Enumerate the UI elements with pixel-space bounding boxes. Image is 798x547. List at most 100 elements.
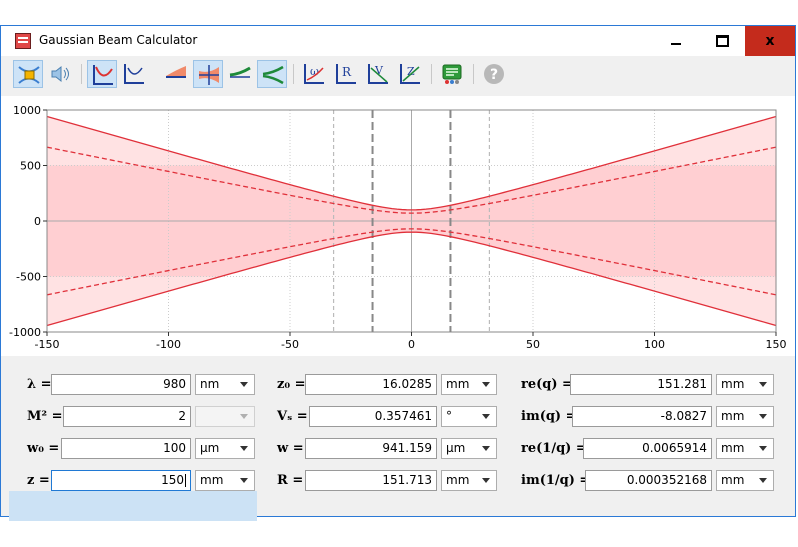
r-unit-select[interactable]: mm (441, 470, 497, 491)
lambda-label: λ = (27, 377, 52, 392)
y-tick-label: 1000 (13, 104, 41, 117)
plot-half-icon (166, 66, 186, 78)
beam-envelope-line (46, 231, 777, 327)
z0-output[interactable]: 16.0285 (305, 374, 437, 395)
plot-half-button[interactable] (161, 60, 191, 88)
x-tick-label: 100 (644, 338, 665, 351)
r-unit-label: mm (446, 473, 470, 487)
close-button[interactable]: x (745, 26, 795, 56)
toolbar: ω R V Z ? (1, 56, 795, 92)
curve-r-icon: R (336, 64, 356, 84)
svg-text:R: R (342, 65, 352, 79)
curve-r-button[interactable]: R (331, 60, 361, 88)
im-inv-q-unit-label: mm (721, 473, 745, 487)
w0-input[interactable]: 100 (61, 438, 191, 459)
im-q-unit-select[interactable]: mm (716, 406, 774, 427)
z-label: z = (27, 473, 50, 488)
help-button[interactable]: ? (479, 60, 509, 88)
title-bar[interactable]: Gaussian Beam Calculator x (1, 26, 795, 56)
w-label: w = (277, 441, 304, 456)
m2-input[interactable]: 2 (63, 406, 191, 427)
minimize-button[interactable] (653, 26, 699, 56)
y-tick-label: -500 (16, 271, 41, 284)
curve-omega-button[interactable]: ω (299, 60, 329, 88)
w0-label: w₀ = (27, 441, 60, 456)
curve-z-button[interactable]: Z (395, 60, 425, 88)
re-inv-q-unit-label: mm (721, 441, 745, 455)
vs-output[interactable]: 0.357461 (309, 406, 437, 427)
re-inv-q-label: re(1/q) = (521, 441, 587, 456)
r-label: R = (277, 473, 304, 488)
plot-waist-button[interactable] (119, 60, 149, 88)
im-inv-q-output[interactable]: 0.000352168 (585, 470, 712, 491)
im-q-label: im(q) = (521, 409, 577, 424)
plot-envelope-button[interactable] (87, 60, 117, 88)
plot-full-button[interactable] (193, 60, 223, 88)
re-inv-q-output[interactable]: 0.0065914 (583, 438, 712, 459)
x-tick-label: 150 (766, 338, 787, 351)
vs-unit-select[interactable]: ° (441, 406, 497, 427)
w-output[interactable]: 941.159 (305, 438, 437, 459)
vs-label: Vₛ = (277, 409, 308, 424)
svg-text:ω: ω (310, 65, 319, 78)
re-q-unit-label: mm (721, 377, 745, 391)
re-inv-q-unit-select[interactable]: mm (716, 438, 774, 459)
r-output[interactable]: 151.713 (305, 470, 437, 491)
maximize-button[interactable] (699, 26, 745, 56)
m2-unit-select (195, 406, 255, 427)
svg-text:?: ? (490, 67, 498, 83)
divergence-line (46, 228, 777, 296)
lambda-unit-select[interactable]: nm (195, 374, 255, 395)
chevron-down-icon (240, 446, 248, 451)
curve-z-icon: Z (400, 64, 420, 84)
text-cursor (185, 474, 186, 487)
w0-unit-label: μm (200, 441, 220, 455)
svg-text:Z: Z (407, 65, 415, 78)
chevron-down-icon (759, 478, 767, 483)
y-tick-label: -1000 (9, 326, 41, 339)
plot-waist-icon (124, 64, 144, 84)
report-button[interactable] (437, 60, 467, 88)
w0-unit-select[interactable]: μm (195, 438, 255, 459)
report-icon (442, 64, 462, 84)
y-tick-label: 0 (34, 215, 41, 228)
plot-divergence-button[interactable] (257, 60, 287, 88)
chevron-down-icon (240, 382, 248, 387)
beam-shape-icon (18, 66, 40, 84)
z-input-value: 150 (161, 473, 184, 487)
re-q-label: re(q) = (521, 377, 573, 392)
window-title: Gaussian Beam Calculator (39, 33, 198, 47)
chevron-down-icon (482, 414, 490, 419)
chevron-down-icon (482, 446, 490, 451)
im-inv-q-unit-select[interactable]: mm (716, 470, 774, 491)
svg-text:V: V (374, 64, 384, 77)
beam-plot[interactable]: -150 -100 -50 0 50 100 150 1000 500 0 -500 -1000 (1, 96, 795, 356)
re-q-output[interactable]: 151.281 (570, 374, 712, 395)
plot-wave-button[interactable] (225, 60, 255, 88)
active-row-highlight (9, 491, 257, 521)
re-q-unit-select[interactable]: mm (716, 374, 774, 395)
im-q-output[interactable]: -8.0827 (572, 406, 712, 427)
z0-unit-select[interactable]: mm (441, 374, 497, 395)
curve-omega-icon: ω (304, 64, 324, 84)
chevron-down-icon (759, 382, 767, 387)
curve-v-icon: V (368, 64, 388, 84)
z-unit-select[interactable]: mm (195, 470, 255, 491)
sound-button[interactable] (45, 60, 75, 88)
z-input[interactable]: 150 (51, 470, 191, 491)
chevron-down-icon (240, 414, 248, 419)
speaker-icon (51, 65, 69, 83)
beam-shape-button[interactable] (13, 60, 43, 88)
chevron-down-icon (482, 382, 490, 387)
vs-unit-label: ° (446, 409, 452, 423)
lambda-input[interactable]: 980 (51, 374, 191, 395)
help-icon: ? (484, 64, 504, 84)
x-tick-label: -150 (35, 338, 60, 351)
chevron-down-icon (482, 478, 490, 483)
w-unit-label: μm (446, 441, 466, 455)
plot-divergence-icon (262, 65, 284, 85)
curve-v-button[interactable]: V (363, 60, 393, 88)
w-unit-select[interactable]: μm (441, 438, 497, 459)
close-icon: x (765, 33, 775, 49)
